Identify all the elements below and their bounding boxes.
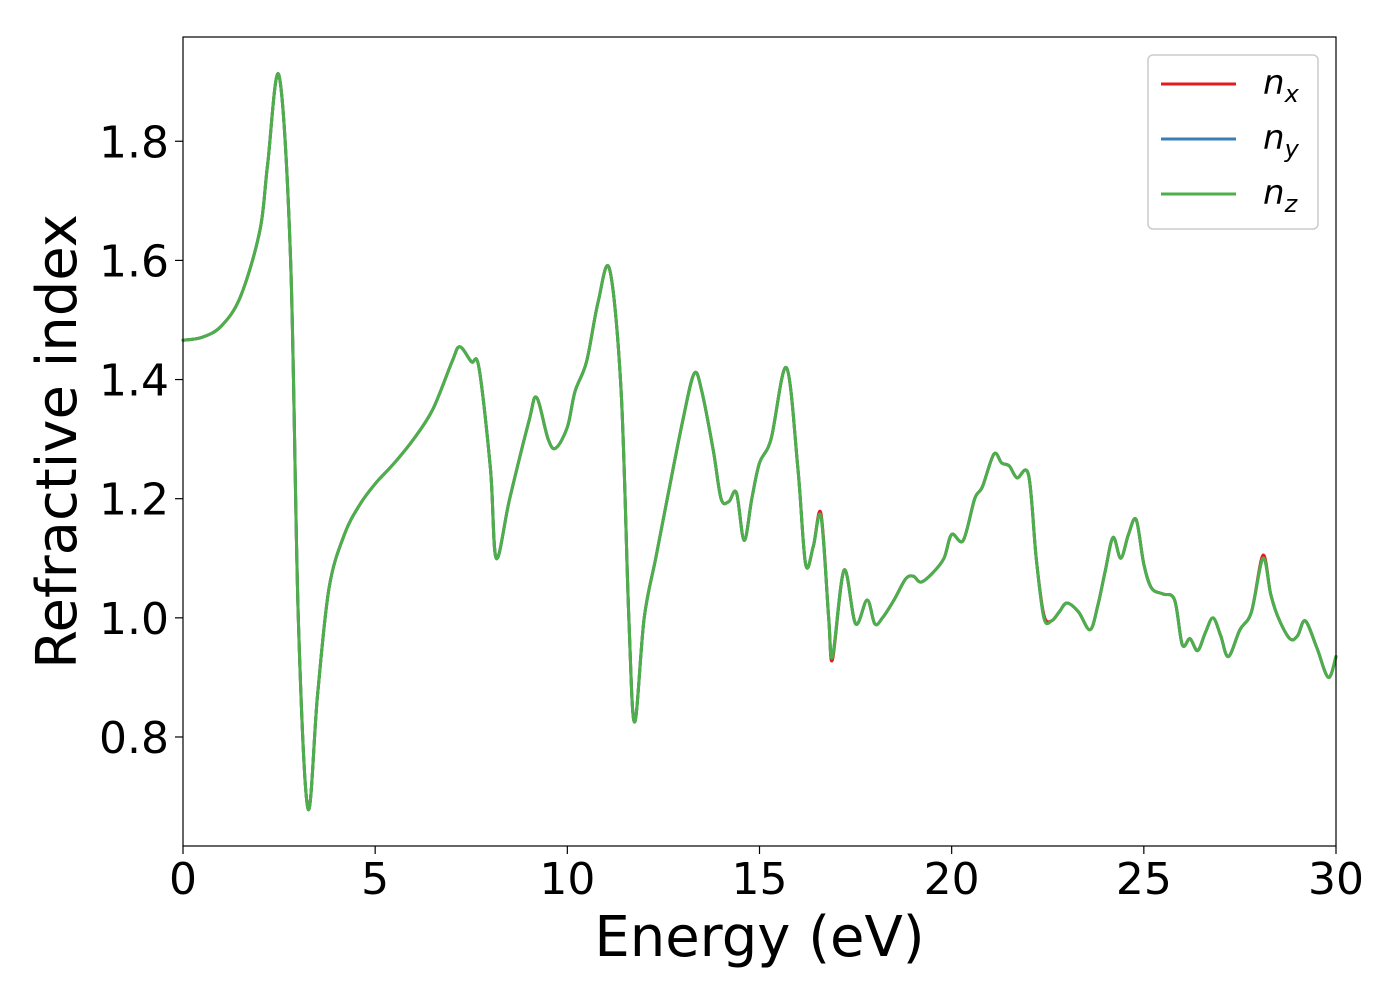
y-tick-label: 1.2	[99, 475, 169, 526]
legend-label-subscript: y	[1284, 135, 1300, 163]
x-tick-label: 30	[1308, 854, 1364, 905]
x-axis-ticks: 0 5 10 15 20 25 30	[169, 846, 1364, 905]
series-line-z	[181, 72, 1338, 812]
legend-label-x: nx	[1263, 63, 1300, 108]
legend-label-base: n	[1263, 118, 1285, 158]
legend-label-base: n	[1263, 63, 1285, 103]
x-tick-label: 15	[732, 854, 788, 905]
plot-frame	[182, 36, 1337, 847]
y-tick-label: 1.4	[99, 356, 169, 407]
y-tick-label: 1.8	[99, 117, 169, 168]
x-tick-label: 0	[169, 854, 197, 905]
legend-label-subscript: z	[1284, 190, 1299, 218]
y-tick-label: 1.0	[99, 594, 169, 645]
x-tick-label: 10	[539, 854, 595, 905]
x-tick-label: 5	[361, 854, 389, 905]
y-tick-label: 0.8	[99, 713, 169, 764]
x-axis-label: Energy (eV)	[594, 905, 924, 970]
legend-label-z: nz	[1263, 173, 1299, 218]
y-tick-label: 1.6	[99, 236, 169, 287]
plot-background	[183, 37, 1336, 846]
x-tick-label: 25	[1116, 854, 1172, 905]
legend-label-subscript: x	[1284, 80, 1300, 108]
legend-box	[1147, 54, 1319, 230]
legend-label-y: ny	[1263, 118, 1300, 163]
series-layer	[181, 72, 1338, 812]
x-tick-label: 20	[924, 854, 980, 905]
y-axis-label: Refractive index	[25, 214, 90, 669]
legend-label-base: n	[1263, 173, 1285, 213]
y-axis-ticks: 0.8 1.0 1.2 1.4 1.6 1.8	[99, 117, 183, 764]
